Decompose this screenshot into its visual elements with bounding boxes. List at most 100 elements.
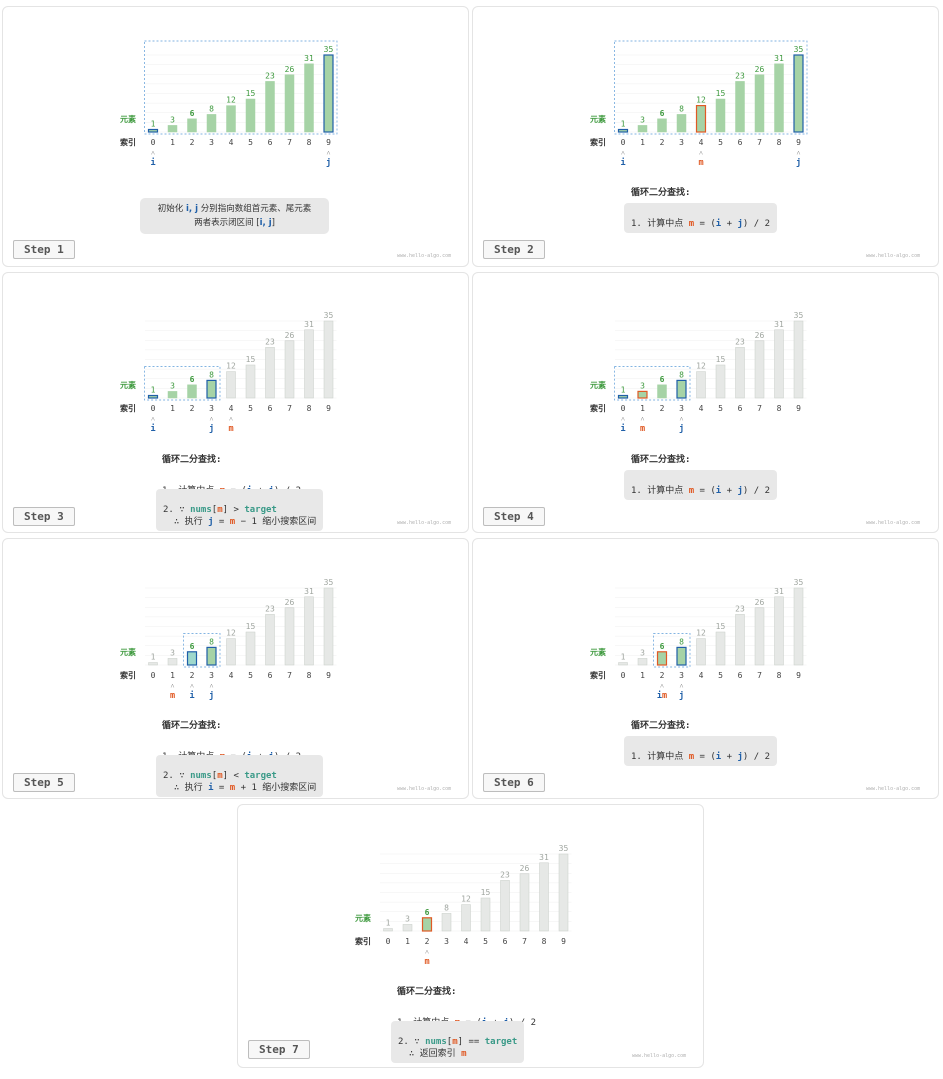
step-panel-3 xyxy=(2,272,469,533)
element-bar xyxy=(187,118,197,133)
pointer-caret: ˄ xyxy=(425,948,429,956)
pointer-label: i xyxy=(150,157,155,168)
index-label: 8 xyxy=(777,404,782,413)
index-label: 9 xyxy=(796,404,801,413)
element-bar xyxy=(480,897,491,932)
index-label: 8 xyxy=(307,138,312,147)
watermark: www.hello-algo.com xyxy=(866,786,921,792)
element-bar xyxy=(676,114,687,133)
element-value: 12 xyxy=(696,629,706,638)
pointer-caret: ˄ xyxy=(797,149,801,157)
element-value: 8 xyxy=(444,903,449,912)
pointer-caret: ˄ xyxy=(621,415,625,423)
index-label: 6 xyxy=(268,138,273,147)
element-value: 6 xyxy=(190,109,195,118)
index-label: 1 xyxy=(170,404,175,413)
pointer-label: j xyxy=(796,157,801,168)
element-value: 15 xyxy=(716,622,726,631)
index-label: 1 xyxy=(405,937,410,946)
row-label-elements: 元素 xyxy=(590,380,606,390)
index-label: 0 xyxy=(386,937,391,946)
watermark: www.hello-algo.com xyxy=(397,786,452,792)
index-label: 5 xyxy=(248,138,253,147)
row-label-elements: 元素 xyxy=(590,647,606,657)
element-bar xyxy=(735,614,745,666)
row-label-indices: 索引 xyxy=(355,936,371,946)
element-bar xyxy=(284,340,295,399)
element-bar xyxy=(265,347,275,399)
element-bar xyxy=(167,125,178,133)
step-button-6[interactable]: Step 6 xyxy=(483,773,545,792)
index-label: 0 xyxy=(151,671,156,680)
pointer-caret: ˄ xyxy=(699,149,703,157)
index-label: 9 xyxy=(796,671,801,680)
index-label: 4 xyxy=(229,404,234,413)
element-value: 15 xyxy=(716,355,726,364)
step-button-5[interactable]: Step 5 xyxy=(13,773,75,792)
element-value: 31 xyxy=(774,54,784,63)
pointer-caret: ˄ xyxy=(151,415,155,423)
element-value: 23 xyxy=(735,71,745,80)
compare-note: 2. ∵ nums[m] == target ∴ 返回索引 m xyxy=(391,1021,525,1063)
index-label: 5 xyxy=(483,937,488,946)
index-label: 1 xyxy=(640,138,645,147)
index-label: 3 xyxy=(209,138,214,147)
index-label: 4 xyxy=(699,671,704,680)
step-button-1[interactable]: Step 1 xyxy=(13,240,75,259)
index-label: 2 xyxy=(190,671,195,680)
element-value: 12 xyxy=(226,96,236,105)
loop-title: 循环二分查找: xyxy=(631,455,691,465)
element-bar xyxy=(617,394,629,399)
element-value: 26 xyxy=(285,65,295,74)
index-label: 0 xyxy=(151,138,156,147)
index-label: 4 xyxy=(464,937,469,946)
pointer-label: i xyxy=(620,157,625,168)
step-button-7[interactable]: Step 7 xyxy=(248,1040,310,1059)
element-bar xyxy=(148,662,158,666)
index-label: 0 xyxy=(621,404,626,413)
element-value: 3 xyxy=(640,648,645,657)
index-label: 6 xyxy=(738,404,743,413)
index-label: 6 xyxy=(268,671,273,680)
element-value: 12 xyxy=(226,629,236,638)
index-label: 5 xyxy=(248,404,253,413)
element-bar xyxy=(774,329,784,399)
index-label: 6 xyxy=(738,671,743,680)
index-label: 3 xyxy=(444,937,449,946)
step-button-3[interactable]: Step 3 xyxy=(13,507,75,526)
pointer-label: j xyxy=(209,690,214,701)
element-bar xyxy=(402,924,413,932)
element-value: 8 xyxy=(679,104,684,113)
pointer-label: i xyxy=(189,690,194,701)
element-value: 6 xyxy=(425,908,430,917)
pointer-label: j xyxy=(326,157,331,168)
pointer-label: m xyxy=(228,424,233,434)
index-label: 7 xyxy=(287,671,292,680)
element-value: 35 xyxy=(794,311,804,320)
element-bar xyxy=(715,364,726,399)
compare-note: 2. ∵ nums[m] > target ∴ 执行 j = m − 1 缩小搜… xyxy=(156,489,324,531)
init-note: 初始化 i, j 分别指向数组首元素、尾元素 两者表示闭区间 [i, j] xyxy=(140,198,329,234)
index-label: 4 xyxy=(229,138,234,147)
step-button-2[interactable]: Step 2 xyxy=(483,240,545,259)
index-label: 2 xyxy=(660,671,665,680)
calc-midpoint-note: 1. 计算中点 m = (i + j) / 2 xyxy=(624,203,777,233)
step-button-4[interactable]: Step 4 xyxy=(483,507,545,526)
element-bar xyxy=(167,658,178,666)
index-label: 8 xyxy=(777,138,782,147)
loop-title: 循环二分查找: xyxy=(397,987,457,997)
pointer-caret: ˄ xyxy=(229,415,233,423)
element-bar xyxy=(793,320,804,399)
element-bar xyxy=(323,587,334,666)
index-label: 9 xyxy=(326,671,331,680)
index-label: 3 xyxy=(679,138,684,147)
pointer-caret: ˄ xyxy=(327,149,331,157)
element-value: 35 xyxy=(324,45,334,54)
index-label: 2 xyxy=(425,937,430,946)
element-bar xyxy=(695,104,707,133)
index-label: 7 xyxy=(287,404,292,413)
index-label: 6 xyxy=(268,404,273,413)
element-bar xyxy=(539,862,549,932)
pointer-caret: ˄ xyxy=(171,682,175,690)
element-value: 15 xyxy=(246,355,256,364)
